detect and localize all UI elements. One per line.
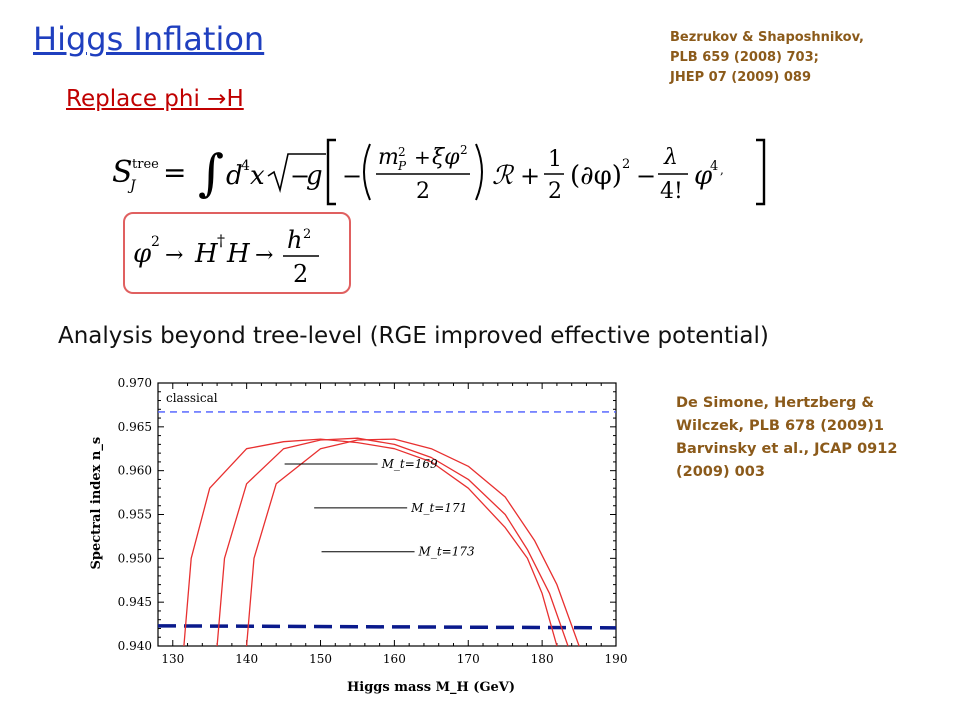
svg-text:→: → — [165, 243, 183, 268]
x-tick-label: 140 — [235, 652, 258, 666]
x-tick-label: 180 — [531, 652, 554, 666]
series-line — [183, 438, 558, 647]
x-tick-label: 190 — [605, 652, 628, 666]
reference-side-line: Wilczek, PLB 678 (2009)1 — [676, 418, 884, 434]
svg-text:,: , — [720, 163, 724, 177]
x-tick-label: 130 — [161, 652, 184, 666]
svg-text:m: m — [378, 145, 399, 170]
svg-text:→: → — [255, 243, 273, 268]
svg-text:2: 2 — [293, 260, 308, 288]
series-annotation: M_t=173 — [418, 545, 475, 559]
svg-text:H: H — [226, 239, 251, 269]
y-tick-label: 0.960 — [118, 464, 152, 478]
x-tick-label: 150 — [309, 652, 332, 666]
svg-text:=: = — [163, 156, 186, 189]
y-tick-label: 0.970 — [118, 376, 152, 390]
reference-top-line: JHEP 07 (2009) 089 — [670, 70, 811, 85]
x-tick-label: 160 — [383, 652, 406, 666]
svg-text:2: 2 — [303, 227, 311, 242]
svg-text:−: − — [290, 162, 310, 190]
svg-text:2: 2 — [398, 145, 406, 159]
series-line — [216, 437, 569, 647]
svg-text:2: 2 — [151, 234, 160, 250]
svg-text:∫: ∫ — [198, 144, 224, 202]
svg-text:P: P — [397, 159, 407, 173]
plot-frame — [157, 382, 617, 647]
svg-text:φ: φ — [694, 161, 713, 191]
classical-label: classical — [166, 391, 218, 405]
svg-text:4: 4 — [710, 159, 718, 174]
svg-text:d: d — [226, 161, 243, 191]
reference-side: De Simone, Hertzberg & Wilczek, PLB 678 … — [676, 392, 897, 484]
slide-title: Higgs Inflation — [33, 20, 265, 58]
replacement-box: φ 2 → H † H → h 2 2 — [123, 212, 351, 294]
svg-text:(∂φ): (∂φ) — [570, 161, 622, 191]
series-annotation: M_t=171 — [410, 501, 467, 515]
action-equation: S tree J = ∫ d 4 x − g − m 2 P + ξφ 2 2 … — [112, 138, 766, 206]
y-tick-label: 0.945 — [118, 595, 152, 609]
reference-top-line: Bezrukov & Shaposhnikov, — [670, 30, 864, 45]
svg-text:H: H — [194, 239, 219, 269]
x-axis-label: Higgs mass M_H (GeV) — [347, 680, 515, 695]
y-tick-label: 0.965 — [118, 420, 152, 434]
reference-side-line: De Simone, Hertzberg & — [676, 395, 875, 411]
svg-text:2: 2 — [622, 157, 630, 172]
y-tick-label: 0.955 — [118, 508, 152, 522]
reference-side-line: (2009) 003 — [676, 464, 765, 480]
svg-text:λ: λ — [663, 145, 678, 170]
svg-text:+: + — [414, 145, 431, 169]
svg-text:4: 4 — [241, 158, 250, 174]
svg-text:4!: 4! — [660, 179, 683, 204]
svg-text:1: 1 — [548, 147, 562, 172]
action-subscript: J — [127, 178, 137, 194]
svg-text:x: x — [250, 161, 265, 191]
y-tick-label: 0.950 — [118, 551, 152, 565]
svg-text:†: † — [217, 231, 225, 250]
reference-top: Bezrukov & Shaposhnikov, PLB 659 (2008) … — [670, 28, 864, 88]
x-tick-label: 170 — [457, 652, 480, 666]
reference-top-line: PLB 659 (2008) 703; — [670, 50, 819, 65]
svg-text:−: − — [342, 162, 362, 190]
svg-text:2: 2 — [460, 143, 468, 157]
svg-text:ξφ: ξφ — [432, 145, 460, 170]
svg-text:h: h — [287, 226, 302, 254]
spectral-index-chart: 130 140 150 160 170 180 190 0.940 0.945 0.950 0.95… — [89, 376, 628, 695]
y-axis-label: Spectral index n_s — [89, 437, 104, 570]
reference-side-line: Barvinsky et al., JCAP 0912 — [676, 441, 898, 457]
svg-text:g: g — [306, 161, 323, 191]
svg-text:ℛ: ℛ — [492, 161, 515, 191]
series-annotation: M_t=169 — [381, 457, 438, 471]
y-tick-label: 0.940 — [118, 639, 152, 653]
analysis-text: Analysis beyond tree-level (RGE improved… — [58, 323, 769, 349]
svg-text:φ: φ — [133, 239, 152, 269]
action-symbol: S — [112, 155, 133, 190]
bottom-dashed-line — [157, 624, 617, 630]
svg-text:2: 2 — [548, 179, 562, 204]
slide-subtitle: Replace phi →H — [66, 86, 244, 112]
svg-text:2: 2 — [416, 179, 430, 204]
action-superscript: tree — [132, 157, 159, 172]
series-line — [245, 438, 580, 647]
svg-text:−: − — [636, 162, 656, 190]
svg-text:+: + — [520, 162, 540, 190]
